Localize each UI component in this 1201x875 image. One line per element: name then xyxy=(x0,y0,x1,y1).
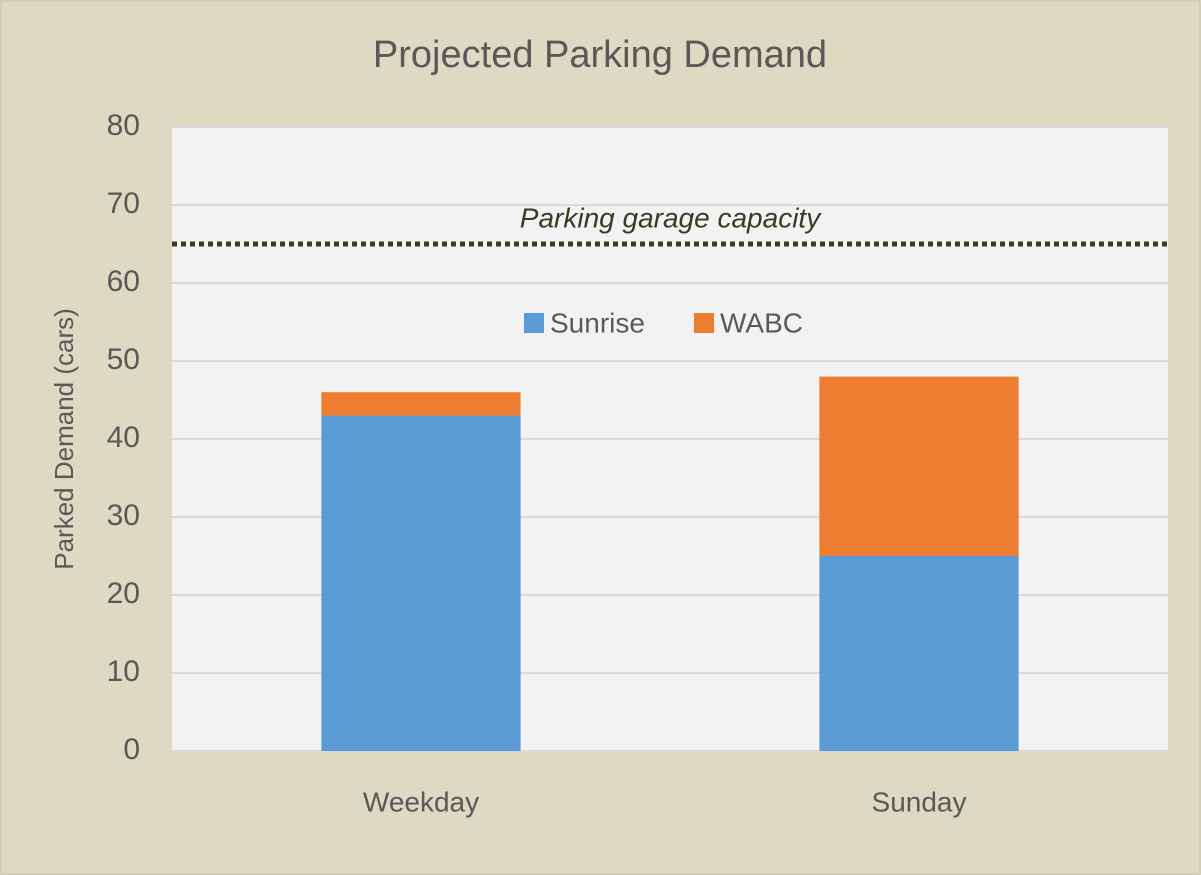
y-tick-label: 70 xyxy=(107,187,140,220)
x-tick-label: Weekday xyxy=(363,786,479,817)
y-tick-label: 50 xyxy=(107,343,140,376)
chart-title: Projected Parking Demand xyxy=(373,34,827,76)
y-tick-label: 40 xyxy=(107,421,140,454)
legend-swatch xyxy=(524,313,544,333)
legend-label: WABC xyxy=(720,307,803,338)
legend-label: Sunrise xyxy=(550,307,645,338)
capacity-label: Parking garage capacity xyxy=(520,202,822,233)
bar-segment xyxy=(819,556,1019,751)
legend-swatch xyxy=(694,313,714,333)
bar-segment xyxy=(819,376,1019,556)
y-tick-label: 20 xyxy=(107,577,140,610)
bar-segment xyxy=(321,415,521,751)
y-tick-label: 10 xyxy=(107,655,140,688)
y-tick-label: 60 xyxy=(107,265,140,298)
y-tick-label: 80 xyxy=(107,109,140,142)
x-tick-label: Sunday xyxy=(872,786,967,817)
y-tick-label: 0 xyxy=(123,733,140,766)
y-tick-label: 30 xyxy=(107,499,140,532)
bar-segment xyxy=(321,392,521,416)
y-axis-title: Parked Demand (cars) xyxy=(49,308,79,570)
